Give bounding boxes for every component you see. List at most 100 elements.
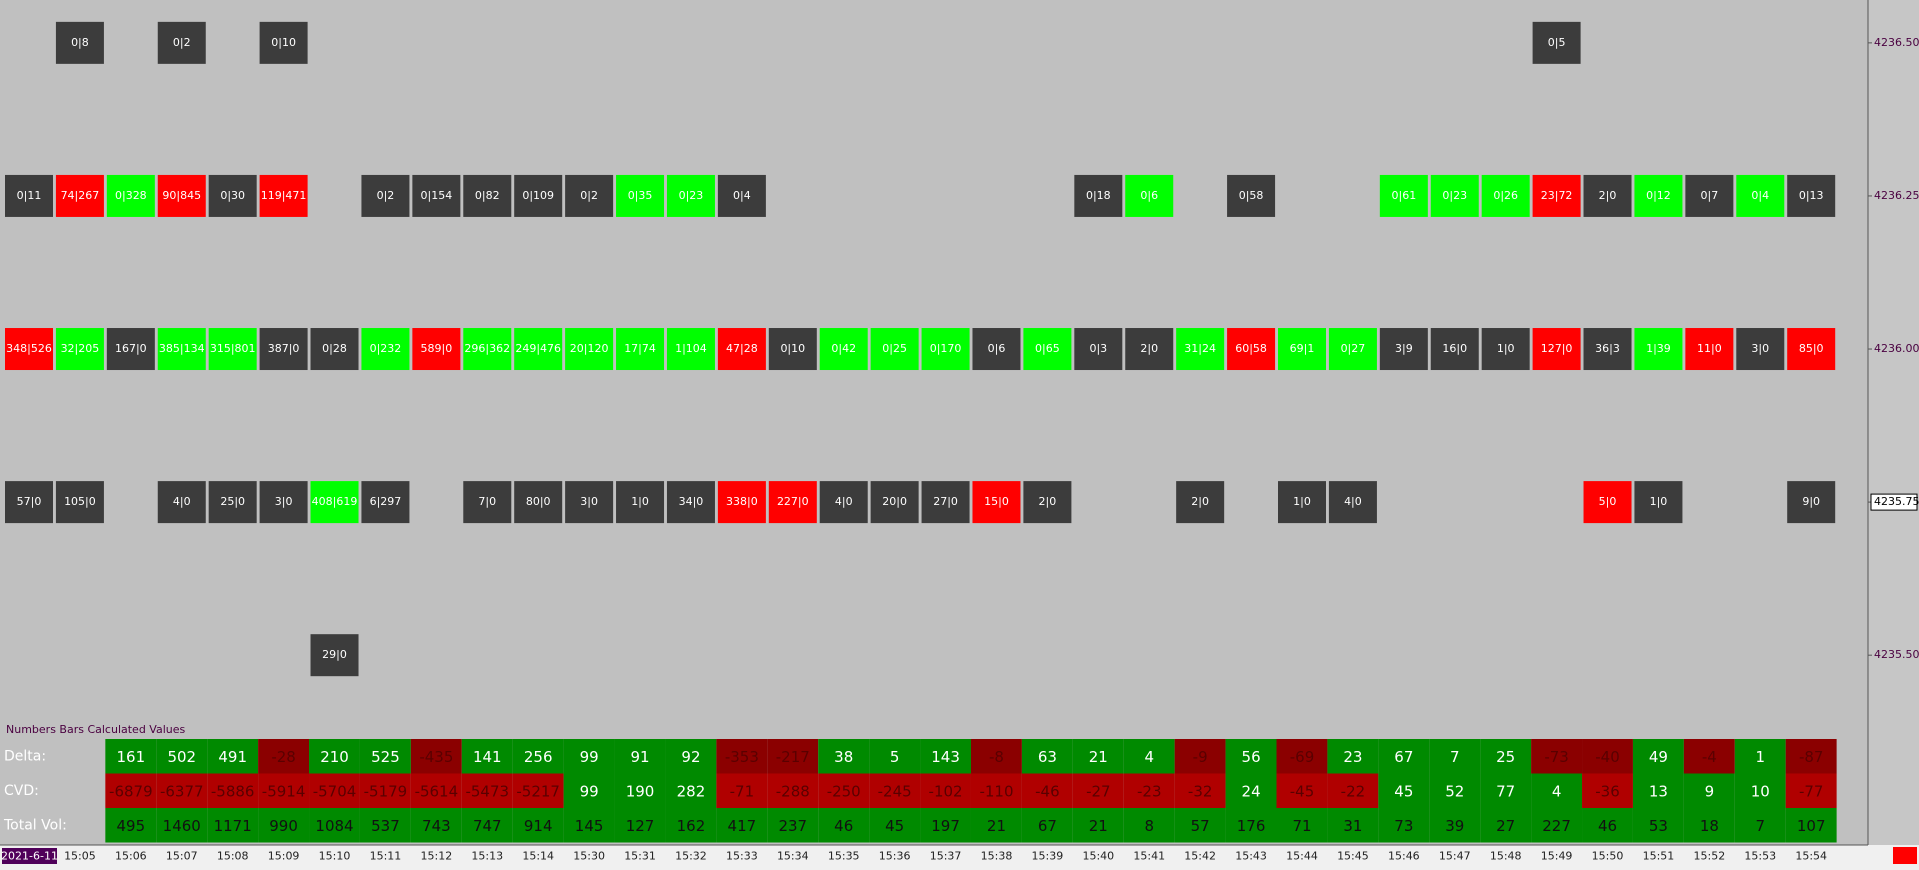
- table-cell-text: 73: [1394, 817, 1413, 835]
- table-cell: [818, 808, 870, 843]
- table-cell-text: 210: [320, 748, 349, 766]
- table-cell: [1632, 773, 1684, 808]
- table-cell: [563, 808, 615, 843]
- footprint-cell-text: 3|0: [275, 495, 293, 508]
- table-cell-text: 67: [1038, 817, 1057, 835]
- table-cell: [1021, 808, 1073, 843]
- table-cell: [410, 808, 462, 843]
- footprint-cell-text: 32|205: [61, 342, 100, 355]
- footprint-cell-text: 0|232: [370, 342, 402, 355]
- table-cell-text: -5217: [516, 782, 560, 800]
- table-cell-text: 4: [1552, 782, 1562, 800]
- table-cell-text: 99: [580, 748, 599, 766]
- table-cell: [156, 773, 208, 808]
- table-cell: [1480, 808, 1532, 843]
- footprint-cell-text: 315|801: [210, 342, 256, 355]
- table-cell: [1683, 808, 1735, 843]
- table-cell: [309, 808, 360, 843]
- table-cell: [1276, 773, 1328, 808]
- table-title: Numbers Bars Calculated Values: [6, 723, 186, 736]
- table-cell: [1582, 808, 1633, 843]
- table-cell-text: 23: [1343, 748, 1362, 766]
- table-cell: [258, 739, 310, 774]
- footprint-cell-text: 387|0: [268, 342, 300, 355]
- footprint-cell-text: 408|619: [312, 495, 358, 508]
- table-cell: [1072, 773, 1124, 808]
- x-tick-label: 15:35: [828, 850, 860, 863]
- footprint-cell-text: 1|0: [631, 495, 649, 508]
- x-tick-label: 15:43: [1235, 850, 1267, 863]
- footprint-cell: [208, 328, 257, 371]
- y-tick-label: 4235.50: [1874, 648, 1919, 661]
- footprint-cell-text: 27|0: [933, 495, 958, 508]
- footprint-cell-text: 80|0: [526, 495, 551, 508]
- footprint-cell-text: 34|0: [679, 495, 704, 508]
- table-cell: [1225, 739, 1277, 774]
- table-cell: [716, 808, 768, 843]
- x-tick-label: 15:30: [573, 850, 605, 863]
- table-cell-text: -5179: [364, 782, 408, 800]
- table-cell-text: 24: [1242, 782, 1261, 800]
- table-cell: [920, 773, 971, 808]
- footprint-cell-text: 0|10: [271, 36, 296, 49]
- footprint-cell-text: 385|134: [159, 342, 205, 355]
- footprint-cell: [1328, 481, 1377, 524]
- footprint-cell-text: 1|0: [1650, 495, 1668, 508]
- table-cell-text: 71: [1292, 817, 1311, 835]
- footprint-cell: [1532, 21, 1581, 64]
- table-cell: [1429, 739, 1481, 774]
- footprint-cell-text: 0|6: [1140, 189, 1158, 202]
- table-cell-text: 1084: [315, 817, 353, 835]
- table-cell: [207, 773, 259, 808]
- table-cell: [1225, 808, 1277, 843]
- footprint-cell: [666, 481, 715, 524]
- table-cell-text: -69: [1290, 748, 1315, 766]
- x-tick-label: 15:33: [726, 850, 758, 863]
- x-tick-label: 15:08: [217, 850, 249, 863]
- x-tick-label: 15:39: [1032, 850, 1064, 863]
- footprint-cell: [1278, 328, 1326, 371]
- x-tick-label: 15:52: [1694, 850, 1726, 863]
- x-tick-label: 15:31: [624, 850, 656, 863]
- footprint-cell: [666, 328, 715, 371]
- table-cell: [920, 739, 971, 774]
- footprint-cell: [1481, 328, 1530, 371]
- table-cell-text: -6377: [160, 782, 204, 800]
- footprint-cell: [616, 174, 665, 217]
- table-cell-text: 914: [524, 817, 553, 835]
- table-cell-text: -5473: [465, 782, 509, 800]
- footprint-cell-text: 0|11: [17, 189, 42, 202]
- x-tick-label: 15:06: [115, 850, 147, 863]
- table-cell-text: 99: [580, 782, 599, 800]
- footprint-cell: [259, 328, 308, 371]
- footprint-cell: [412, 174, 461, 217]
- footprint-cell-text: 31|24: [1184, 342, 1216, 355]
- x-tick-label: 15:47: [1439, 850, 1471, 863]
- footprint-cell: [1176, 328, 1225, 371]
- footprint-cell: [1532, 174, 1581, 217]
- footprint-cell-text: 20|120: [570, 342, 609, 355]
- table-cell: [1785, 739, 1837, 774]
- footprint-cell: [666, 174, 715, 217]
- plot-area: [0, 0, 1868, 845]
- table-cell: [1021, 773, 1073, 808]
- table-cell-text: 31: [1343, 817, 1362, 835]
- footprint-cell-text: 57|0: [17, 495, 42, 508]
- table-cell-text: 13: [1649, 782, 1668, 800]
- footprint-cell: [463, 328, 512, 371]
- footprint-cell: [1736, 174, 1785, 217]
- date-label: 2021-6-11: [1, 850, 58, 863]
- footprint-cell: [1023, 328, 1072, 371]
- table-cell-text: 92: [681, 748, 700, 766]
- table-cell-text: 45: [885, 817, 904, 835]
- footprint-cell-text: 4|0: [835, 495, 853, 508]
- x-tick-label: 15:10: [319, 850, 351, 863]
- table-cell-text: 227: [1542, 817, 1571, 835]
- table-cell-text: -23: [1137, 782, 1162, 800]
- footprint-cell-text: 2|0: [1140, 342, 1158, 355]
- table-cell-text: -435: [419, 748, 453, 766]
- table-cell-text: 495: [117, 817, 146, 835]
- table-cell: [1276, 739, 1328, 774]
- footprint-cell: [819, 481, 868, 524]
- footprint-cell: [55, 174, 104, 217]
